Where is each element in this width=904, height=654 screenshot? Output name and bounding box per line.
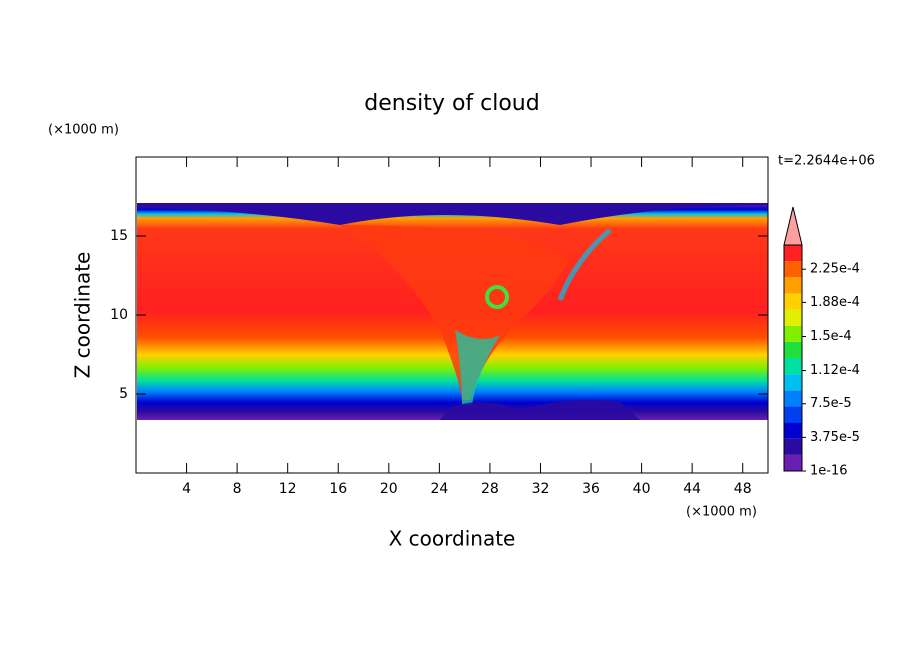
colorbar-band [784, 374, 802, 391]
colorbar-band [784, 358, 802, 375]
y-unit: (×1000 m) [48, 123, 119, 138]
y-tick-label: 5 [119, 386, 128, 402]
y-tick-label: 15 [110, 228, 128, 244]
x-tick-label: 8 [233, 481, 242, 497]
colorbar-tick-label: 1.88e-4 [810, 295, 860, 310]
colorbar-band [784, 422, 802, 439]
colorbar-tick-label: 1.12e-4 [810, 363, 860, 378]
x-unit: (×1000 m) [686, 505, 757, 520]
annotation: t=2.2644e+06 [778, 154, 875, 169]
colorbar-frame [783, 244, 803, 472]
x-tick-label: 40 [633, 481, 651, 497]
x-tick-label: 20 [380, 481, 398, 497]
colorbar-over [783, 206, 803, 246]
colorbar-tick-label: 7.5e-5 [810, 396, 852, 411]
colorbar-band [784, 293, 802, 310]
x-tick-label: 12 [279, 481, 297, 497]
x-axis-label: X coordinate [389, 527, 516, 551]
colorbar-band [784, 309, 802, 326]
x-tick-label: 28 [481, 481, 499, 497]
colorbar-tick-label: 3.75e-5 [810, 430, 860, 445]
colorbar-tick-label: 2.25e-4 [810, 262, 860, 277]
x-tick-label: 16 [329, 481, 347, 497]
colorbar-band [784, 438, 802, 455]
colorbar-tick-label: 1e-16 [810, 464, 848, 479]
colorbar-band [784, 454, 802, 471]
colorbar-band [784, 341, 802, 358]
chart-title: density of cloud [364, 91, 539, 116]
x-tick-label: 32 [532, 481, 550, 497]
colorbar-band [784, 245, 802, 262]
colorbar-band [784, 277, 802, 294]
colorbar-tick-label: 1.5e-4 [810, 329, 852, 344]
x-tick-label: 36 [582, 481, 600, 497]
colorbar-band [784, 406, 802, 423]
x-tick-label: 48 [734, 481, 752, 497]
x-tick-label: 44 [683, 481, 701, 497]
y-axis-label: Z coordinate [71, 252, 95, 379]
colorbar-band [784, 390, 802, 407]
x-tick-label: 4 [182, 481, 191, 497]
contour-field [137, 203, 768, 420]
y-tick-label: 10 [110, 307, 128, 323]
x-tick-label: 24 [430, 481, 448, 497]
colorbar-band [784, 261, 802, 278]
colorbar-band [784, 325, 802, 342]
